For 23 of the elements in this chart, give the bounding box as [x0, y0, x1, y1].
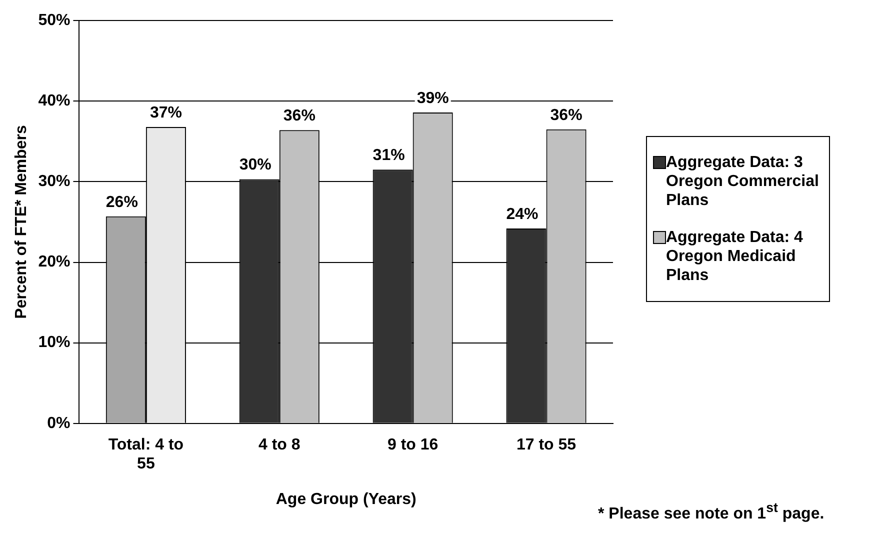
- y-tick-label: 0%: [47, 414, 70, 432]
- data-label: 30%: [239, 156, 272, 174]
- data-label: 37%: [150, 104, 182, 122]
- data-label: 36%: [283, 108, 316, 125]
- x-tick-label: Total: 4 to 55: [108, 436, 184, 473]
- y-tick-label: 40%: [38, 92, 70, 110]
- data-label: 31%: [372, 147, 405, 164]
- x-tick-label: 4 to 8: [258, 436, 300, 454]
- legend-label: Aggregate Data: 4 Oregon Medicaid Plans: [666, 228, 804, 285]
- x-tick-label: 9 to 16: [387, 436, 438, 454]
- text: * Please see note on 1$^{st}$ page.: [598, 500, 824, 524]
- y-tick-label: 30%: [38, 173, 70, 190]
- data-label: 26%: [106, 194, 138, 211]
- data-label: 39%: [416, 90, 449, 107]
- x-tick-label: 17 to 55: [516, 436, 576, 454]
- y-tick-label: 20%: [38, 254, 70, 271]
- data-label: 36%: [550, 106, 582, 124]
- legend-label: Aggregate Data: 3 Oregon Commercial Plans: [666, 153, 820, 210]
- y-tick-label: 10%: [38, 334, 70, 352]
- data-label: 24%: [506, 206, 538, 223]
- y-axis-title: Percent of FTE* Members: [13, 124, 30, 319]
- x-axis-title: Age Group (Years): [276, 490, 416, 508]
- y-tick-label: 50%: [38, 12, 70, 30]
